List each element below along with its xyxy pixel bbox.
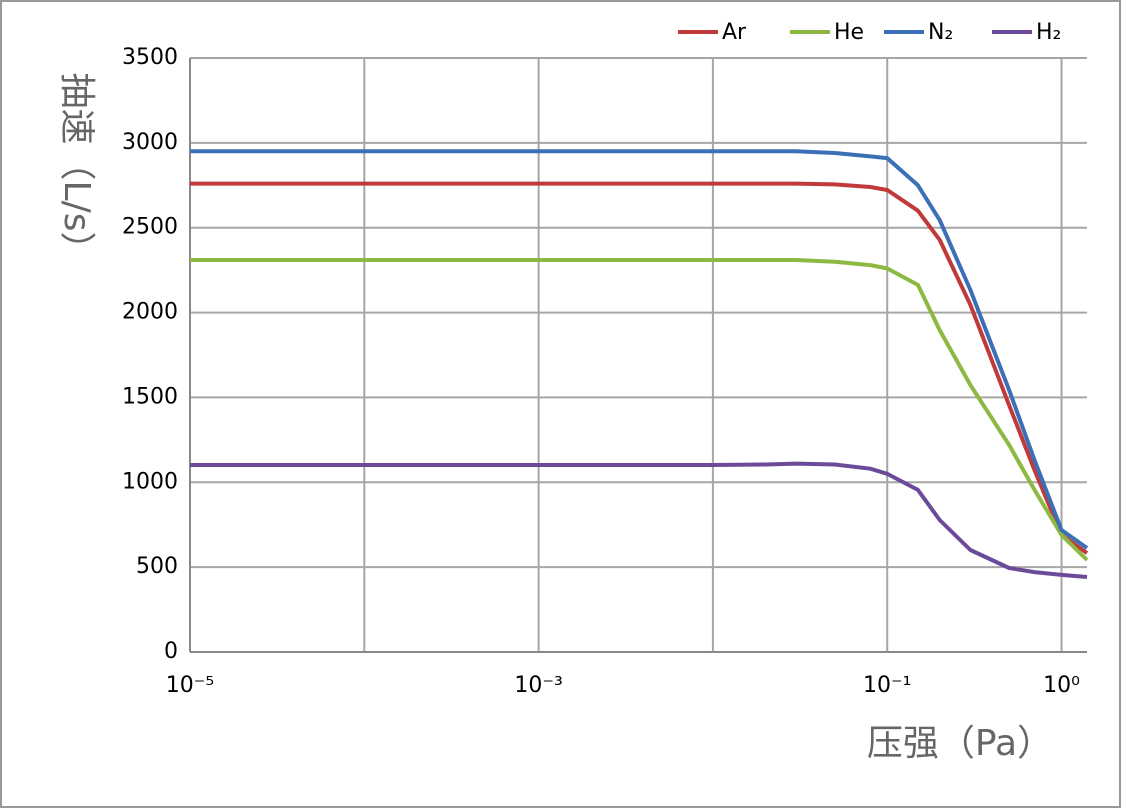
y-tick-label: 2000 [122, 300, 178, 325]
x-tick-label: 10⁻³ [514, 673, 562, 698]
y-tick-label: 2500 [122, 215, 178, 240]
legend-label: He [834, 20, 864, 45]
x-axis-title: 压强（Pa） [867, 723, 1053, 764]
y-tick-label: 500 [136, 554, 178, 579]
y-tick-label: 1500 [122, 384, 178, 409]
x-tick-label: 10⁻⁵ [166, 673, 214, 698]
legend-label: N₂ [928, 20, 953, 45]
y-tick-label: 3000 [122, 130, 178, 155]
series-line [190, 181, 1089, 555]
legend-label: H₂ [1036, 20, 1061, 45]
legend-label: Ar [722, 20, 747, 45]
series-line [190, 149, 1089, 550]
y-tick-label: 3500 [122, 45, 178, 70]
y-tick-label: 0 [164, 639, 178, 664]
series-line [190, 461, 1088, 579]
y-tick-label: 1000 [122, 469, 178, 494]
y-axis-title: 抽速（L/s） [56, 73, 97, 268]
series-line [190, 258, 1089, 562]
x-tick-label: 10⁻¹ [863, 673, 911, 698]
x-tick-label: 10⁰ [1043, 673, 1080, 698]
